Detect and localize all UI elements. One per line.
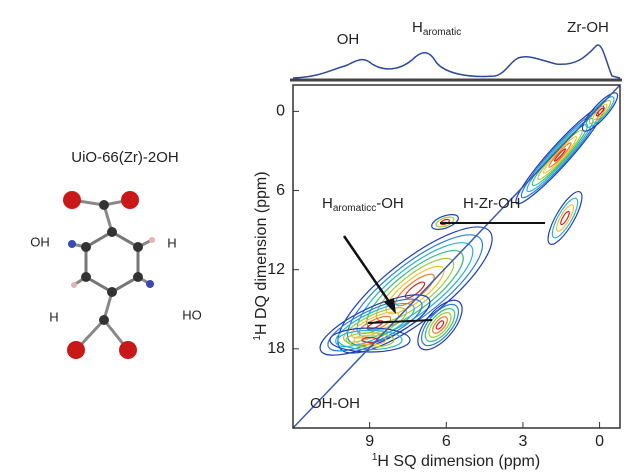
contour-ring	[435, 320, 445, 330]
contour-ring	[435, 216, 455, 228]
contour-ring	[547, 191, 583, 245]
y-tick-label: 0	[276, 103, 285, 120]
contour-ring	[361, 337, 379, 344]
contour-ring	[358, 315, 392, 335]
contour-ring	[421, 303, 459, 347]
contour-ring	[428, 312, 452, 338]
contour-ring	[531, 123, 589, 187]
contour-ring	[346, 234, 484, 346]
contour-ring	[404, 281, 426, 299]
plot-frame	[292, 84, 621, 429]
contour-ring	[327, 298, 423, 352]
peak-label: Zr-OH	[567, 19, 609, 36]
contour-ring	[542, 136, 578, 174]
contour-ring	[555, 204, 575, 232]
y-tick-label: 18	[267, 340, 285, 357]
contour-ring	[595, 107, 605, 117]
projection-spectrum	[292, 44, 621, 79]
atom-label: HO	[182, 307, 202, 322]
y-tick-label: 12	[267, 261, 285, 278]
contour-ring	[353, 334, 387, 346]
contour-ring	[592, 103, 608, 121]
atom-label: H	[49, 309, 58, 324]
contour-ring	[432, 316, 448, 334]
x-tick-label: 3	[518, 433, 527, 450]
peak-label: Haromatic	[412, 19, 461, 38]
arrow-head	[384, 298, 396, 314]
contour-ring	[431, 214, 459, 230]
x-axis-label: 1H SQ dimension (ppm)	[372, 452, 540, 471]
contour-ring	[343, 307, 407, 343]
x-tick-label: 9	[365, 433, 374, 450]
annotation: Haromaticc-OH	[322, 195, 404, 214]
atom-label: OH	[30, 234, 50, 249]
contour-ring	[319, 294, 431, 356]
contour-ring	[585, 96, 615, 128]
contour-ring	[537, 130, 583, 180]
atoms	[63, 191, 155, 359]
y-tick-label: 6	[276, 182, 285, 199]
x-tick-label: 6	[442, 433, 451, 450]
contour-ring	[581, 92, 619, 132]
contours	[319, 92, 619, 356]
axes: 9 6 3 0 0 6 12 18	[267, 103, 604, 451]
contour-ring	[515, 105, 605, 205]
contour-ring	[385, 265, 445, 315]
connector	[367, 319, 433, 324]
contour-ring	[417, 299, 463, 351]
contour-ring	[520, 111, 600, 199]
x-tick-label: 0	[595, 433, 604, 450]
annotation: H-Zr-OH	[463, 195, 520, 212]
molecule-title: UiO-66(Zr)-2OH	[71, 149, 179, 166]
peak-label: OH	[337, 31, 360, 48]
contour-ring	[551, 197, 579, 239]
contour-ring	[548, 142, 572, 168]
diagonal	[292, 84, 621, 429]
contour-ring	[329, 327, 411, 353]
contour-ring	[560, 210, 570, 226]
contour-ring	[553, 148, 567, 162]
atom-label: H	[167, 235, 176, 250]
contour-ring	[337, 329, 403, 351]
arrow	[342, 235, 394, 307]
contour-ring	[424, 307, 456, 343]
annotation: OH-OH	[310, 395, 360, 412]
y-axis-label: 1H DQ dimension (ppm)	[252, 171, 271, 340]
